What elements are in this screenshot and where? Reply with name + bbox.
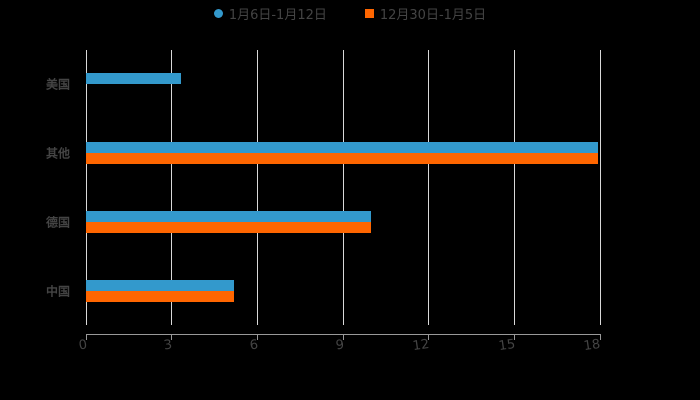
bar-other-series-2[interactable]: [86, 153, 598, 164]
legend-square-marker-icon: [364, 8, 374, 18]
x-tick: [600, 334, 601, 340]
x-tick: [257, 334, 258, 340]
bar-us-series-1[interactable]: [86, 73, 181, 84]
x-tick: [514, 334, 515, 340]
legend-item-series-2[interactable]: 12月30日-1月5日: [364, 4, 487, 23]
bar-china-series-1[interactable]: [86, 280, 234, 291]
category-label-germany: 德国: [46, 215, 71, 230]
x-tick-label: 15: [497, 336, 517, 355]
chart-legend: 1月6日-1月12日 12月30日-1月5日: [0, 3, 700, 23]
gridline: [257, 50, 258, 325]
gridline: [600, 50, 601, 325]
gridline: [514, 50, 515, 325]
gridline: [428, 50, 429, 325]
legend-item-series-1[interactable]: 1月6日-1月12日: [213, 4, 327, 23]
gridline: [171, 50, 172, 325]
category-label-other: 其他: [46, 146, 71, 161]
legend-label: 12月30日-1月5日: [379, 7, 487, 23]
category-label-china: 中国: [46, 284, 71, 299]
bar-other-series-1[interactable]: [86, 142, 598, 153]
bar-china-series-2[interactable]: [86, 291, 234, 302]
x-tick-label: 12: [411, 336, 431, 355]
legend-circle-marker-icon: [213, 8, 223, 18]
gridline: [343, 50, 344, 325]
x-tick-label: 18: [582, 336, 602, 355]
bar-germany-series-2[interactable]: [86, 222, 371, 233]
x-tick: [343, 334, 344, 340]
x-tick: [428, 334, 429, 340]
x-tick: [171, 334, 172, 340]
category-label-us: 美国: [46, 77, 71, 92]
x-tick: [86, 334, 87, 340]
legend-label: 1月6日-1月12日: [228, 7, 327, 23]
bar-germany-series-1[interactable]: [86, 211, 371, 222]
gridline: [86, 50, 87, 325]
